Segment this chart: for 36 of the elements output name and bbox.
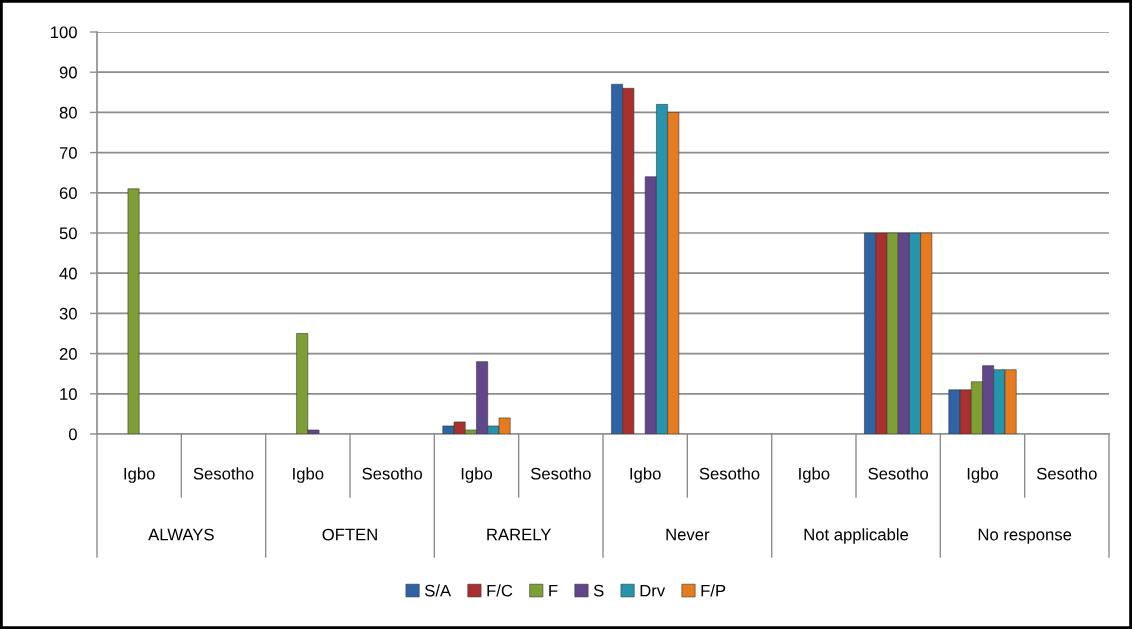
text: Never bbox=[666, 528, 710, 541]
legend-label: F bbox=[549, 584, 558, 597]
legend-label: F/P bbox=[701, 584, 726, 597]
y-tick-label: 100 bbox=[51, 26, 77, 39]
text: ALWAYS bbox=[148, 528, 214, 541]
x-tick-label: Sesotho bbox=[531, 467, 591, 480]
y-tick-label: 0 bbox=[68, 428, 77, 441]
bar bbox=[127, 188, 140, 434]
text: RARELY bbox=[487, 528, 552, 541]
x-tick-label: Sesotho bbox=[1037, 467, 1097, 480]
legend-label: S/A bbox=[425, 584, 452, 597]
y-tick-label: 90 bbox=[59, 66, 77, 79]
x-tick-label: Sesotho bbox=[868, 467, 929, 480]
x-tick-label: Sesotho bbox=[362, 467, 423, 480]
y-tick-label: 10 bbox=[60, 388, 77, 400]
legend-label: Drv bbox=[640, 584, 666, 597]
legend-label: F/C bbox=[487, 584, 513, 597]
x-tick-label: Igbo bbox=[799, 467, 830, 483]
text: No response bbox=[978, 528, 1072, 544]
x-tick-label: Igbo bbox=[293, 467, 324, 483]
x-tick-label: Sesotho bbox=[193, 467, 254, 480]
x-tick-label: Igbo bbox=[124, 467, 155, 483]
y-tick-label: 50 bbox=[59, 227, 77, 240]
text: OFTEN bbox=[322, 528, 377, 541]
y-tick-label: 70 bbox=[59, 147, 77, 159]
x-tick-label: Igbo bbox=[461, 467, 493, 483]
x-tick-label: Igbo bbox=[967, 467, 999, 483]
y-tick-label: 30 bbox=[59, 307, 77, 320]
legend-label: S bbox=[593, 584, 604, 597]
y-tick-label: 40 bbox=[59, 267, 77, 280]
y-tick-label: 80 bbox=[59, 106, 77, 119]
x-tick-label: Igbo bbox=[630, 467, 661, 483]
y-tick-label: 20 bbox=[59, 348, 77, 360]
text: Not applicable bbox=[804, 528, 909, 544]
y-tick-label: 60 bbox=[59, 187, 77, 199]
x-tick-label: Sesotho bbox=[699, 467, 760, 480]
